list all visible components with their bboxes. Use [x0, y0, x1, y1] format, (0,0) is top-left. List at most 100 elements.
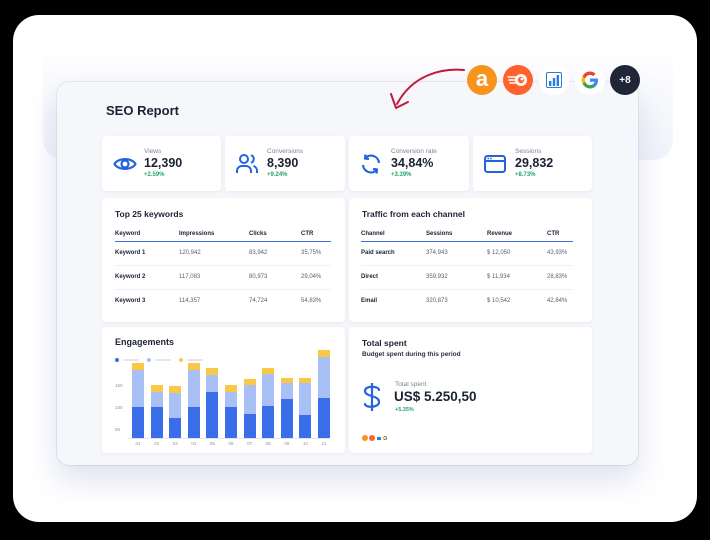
bar-segment — [318, 398, 330, 438]
cell: 74,724 — [249, 298, 268, 305]
legend-dot-icon — [179, 358, 183, 362]
traffic-card: Traffic from each channel Channel Sessio… — [349, 198, 592, 322]
chart-bar[interactable] — [318, 350, 330, 438]
column-header: Clicks — [249, 228, 301, 242]
table-header-row: Keyword Impressions Clicks CTR — [115, 228, 331, 242]
table-row[interactable]: Direct 359,932 $ 11,934 28,83% — [361, 265, 573, 290]
bar-segment — [299, 378, 312, 384]
cell: 120,942 — [179, 241, 249, 266]
more-integrations-badge[interactable]: +8 — [610, 65, 640, 95]
legend-item-series-2[interactable] — [147, 358, 171, 362]
legend-label-placeholder — [123, 359, 139, 361]
y-tick: 100 — [115, 405, 123, 410]
kpi-card-conversion-rate: Conversion rate 34,84% +3.39% — [349, 136, 469, 191]
chart-bar[interactable] — [299, 378, 312, 438]
bar-segment — [243, 378, 256, 386]
kpi-label: Views — [144, 148, 162, 155]
cell: Email — [361, 298, 378, 305]
column-header: Channel — [361, 228, 426, 242]
total-spent-value: US$ 5.250,50 — [394, 389, 477, 404]
chart-bar[interactable] — [150, 385, 163, 438]
traffic-title: Traffic from each channel — [362, 209, 465, 219]
column-header: Impressions — [179, 228, 249, 242]
table-row[interactable]: Keyword 2 117,083 80,973 29,04% — [115, 265, 331, 290]
bar-segment — [150, 407, 163, 438]
chart-bar[interactable] — [225, 385, 237, 438]
bar-segment — [206, 368, 219, 376]
kpi-change: +3.39% — [391, 172, 412, 178]
bar-segment — [132, 363, 144, 370]
cell: $ 12,050 — [487, 241, 547, 266]
bar-segment — [225, 385, 237, 392]
browser-window-icon — [484, 155, 506, 173]
chart-bar[interactable] — [206, 368, 219, 438]
kpi-value: 8,390 — [267, 156, 299, 170]
bar-segment — [280, 377, 293, 383]
ahrefs-a-logo[interactable]: a — [467, 65, 497, 95]
legend-dot-icon — [147, 358, 151, 362]
x-tick: 04 — [191, 441, 197, 446]
dollar-icon — [363, 383, 381, 411]
chart-bar[interactable] — [169, 386, 182, 438]
users-icon — [236, 154, 258, 173]
column-header: CTR — [301, 228, 331, 242]
refresh-icon — [361, 154, 381, 174]
x-tick: 10 — [302, 441, 308, 446]
bar-segment — [187, 363, 200, 370]
cell: Keyword 1 — [115, 241, 179, 266]
bar-segment — [132, 407, 144, 438]
table-header-row: Channel Sessions Revenue CTR — [361, 228, 573, 242]
bar-segment — [262, 367, 275, 375]
cell: 42,84% — [547, 298, 568, 305]
table-row[interactable]: Email 320,873 $ 10,542 42,84% — [361, 289, 573, 313]
chart-bar[interactable] — [187, 363, 200, 438]
bar-segment — [225, 407, 237, 438]
cell: 54,83% — [301, 298, 322, 305]
cell: Keyword 3 — [115, 298, 146, 305]
x-tick: 11 — [321, 441, 327, 446]
bar-segment — [280, 382, 293, 400]
bar-segment — [318, 350, 330, 357]
y-tick: 150 — [115, 383, 123, 388]
cell: 29,04% — [301, 265, 331, 290]
cell: 83,942 — [249, 241, 301, 266]
legend-item-series-3[interactable] — [179, 358, 203, 362]
eye-icon — [113, 158, 137, 170]
engagements-title: Engagements — [115, 337, 175, 347]
bar-segment — [187, 369, 200, 408]
table-row[interactable]: Paid search 374,943 $ 12,050 43,93% — [361, 241, 573, 266]
google-logo[interactable] — [575, 65, 605, 95]
bar-chart-logo[interactable] — [539, 65, 569, 95]
total-spent-subtitle: Budget spent during this period — [362, 351, 461, 358]
table-row[interactable]: Keyword 1 120,942 83,942 35,75% — [115, 241, 331, 266]
bar-segment — [169, 386, 182, 393]
kpi-label: Conversion rate — [391, 148, 437, 155]
cell: $ 11,934 — [487, 265, 547, 290]
kpi-value: 29,832 — [515, 156, 554, 170]
table-row[interactable]: Keyword 3 114,357 74,724 54,83% — [115, 289, 331, 313]
bar-segment — [299, 383, 312, 416]
kpi-change: +2.59% — [144, 172, 165, 178]
kpi-card-views: Views 12,390 +2.59% — [102, 136, 221, 191]
column-header: Keyword — [115, 228, 179, 242]
bar-segment — [169, 418, 182, 438]
chart-bar[interactable] — [132, 363, 144, 438]
cell: 359,932 — [426, 265, 487, 290]
chart-bar[interactable] — [280, 377, 293, 438]
x-tick: 08 — [265, 441, 271, 446]
x-axis-line — [128, 438, 330, 439]
bar-segment — [262, 406, 275, 438]
semrush-logo[interactable] — [503, 65, 533, 95]
legend-item-series-1[interactable] — [115, 358, 139, 362]
kpi-label: Sessions — [515, 148, 542, 155]
kpi-card-conversions: Conversions 8,390 +9.24% — [225, 136, 345, 191]
chart-bar[interactable] — [243, 378, 256, 438]
chart-bar[interactable] — [262, 367, 275, 438]
bar-segment — [132, 369, 144, 408]
bar-segment — [225, 391, 237, 408]
bar-segment — [150, 391, 163, 408]
column-header: CTR — [547, 228, 573, 242]
x-tick: 02 — [154, 441, 160, 446]
semrush-fireball-icon — [507, 74, 527, 86]
keywords-table: Keyword Impressions Clicks CTR Keyword 1… — [115, 228, 331, 313]
